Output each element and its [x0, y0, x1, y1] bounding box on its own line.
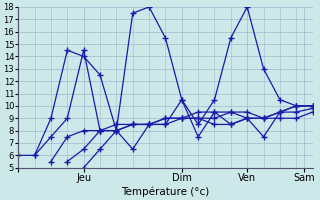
X-axis label: Température (°c): Température (°c) — [121, 186, 210, 197]
